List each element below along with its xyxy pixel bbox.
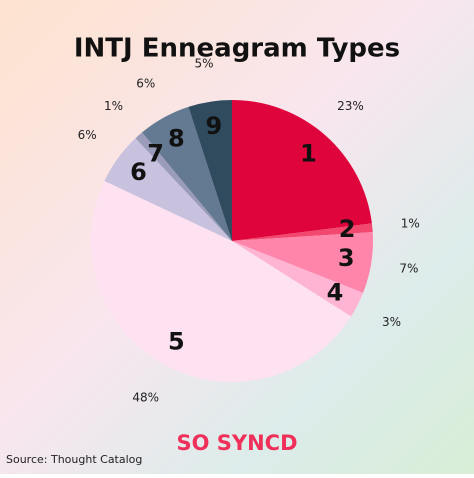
pie-slice	[188, 100, 232, 241]
percent-label: 48%	[132, 390, 159, 404]
pie-slice	[232, 232, 373, 293]
percent-label: 1%	[401, 217, 420, 231]
pie-slice	[232, 100, 372, 241]
percent-label: 23%	[337, 99, 364, 113]
brand: SO SYNCD	[176, 431, 297, 455]
percent-label: 6%	[136, 77, 155, 91]
percent-label: 3%	[382, 315, 401, 329]
percent-label: 1%	[104, 99, 123, 113]
pie: 1 23% 2 1% 3 7% 4 3% 5 48% 6 6% 7 1% 8 6% 9 5%	[78, 57, 420, 405]
pie-slice	[142, 106, 232, 241]
pie-slice	[232, 241, 364, 317]
percent-label: 6%	[78, 128, 97, 142]
slice-number: 6	[130, 158, 147, 186]
slice-number: 2	[339, 215, 356, 243]
percent-label: 7%	[399, 262, 418, 276]
slice-number: 8	[168, 125, 185, 153]
slice-number: 7	[147, 139, 164, 167]
slice-number: 5	[168, 327, 185, 355]
slice-number: 9	[206, 112, 223, 140]
pie-slice	[232, 223, 373, 241]
percent-label: 5%	[194, 57, 213, 71]
pie-slice	[104, 138, 232, 241]
chart-title: INTJ Enneagram Types	[74, 34, 400, 64]
pie-slice	[90, 180, 352, 383]
source: Source: Thought Catalog	[6, 453, 142, 466]
slice-number: 1	[300, 139, 317, 167]
pie-slice	[135, 132, 232, 241]
slice-number: 3	[338, 244, 355, 272]
slice-number: 4	[327, 278, 344, 306]
